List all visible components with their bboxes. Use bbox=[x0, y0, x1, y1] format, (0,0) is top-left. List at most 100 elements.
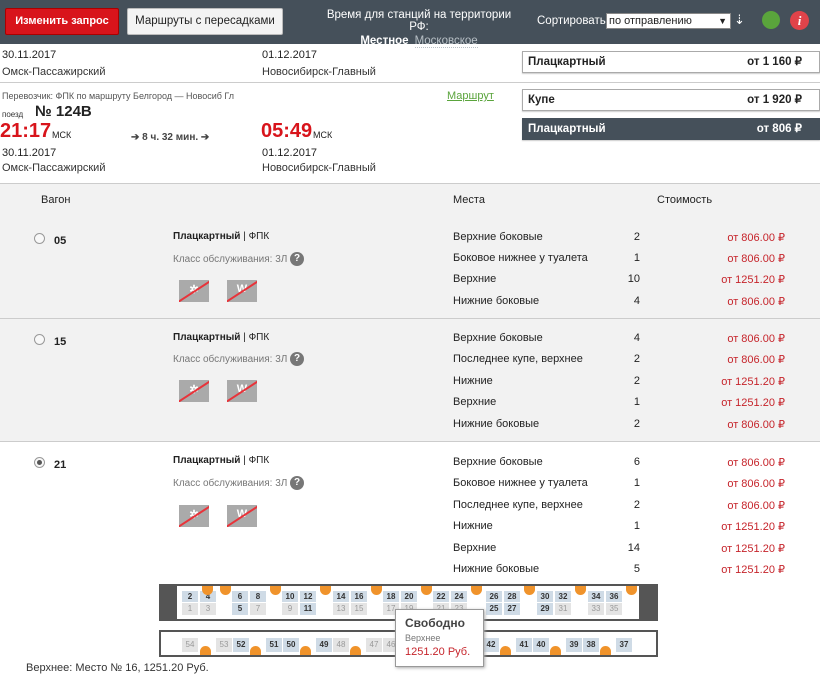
seat-count: 1 bbox=[633, 396, 640, 408]
seat-cell[interactable]: 24 bbox=[451, 591, 467, 602]
seat-cell[interactable]: 4 bbox=[200, 591, 216, 602]
arrival-time: 05:49 bbox=[261, 120, 313, 142]
seat-cell[interactable]: 20 bbox=[401, 591, 417, 602]
seat-cell[interactable]: 15 bbox=[351, 603, 367, 615]
seat-cell[interactable]: 49 bbox=[316, 638, 332, 652]
seat-count: 1 bbox=[633, 477, 640, 489]
no-smoking-icon: ✲ bbox=[179, 505, 209, 527]
seat-cell[interactable]: 31 bbox=[555, 603, 571, 615]
wagon-type-name: Плацкартный bbox=[173, 332, 241, 343]
seat-count: 2 bbox=[633, 499, 640, 511]
col-seats-header: Места bbox=[453, 194, 485, 206]
seat-cell[interactable]: 12 bbox=[300, 591, 316, 602]
seat-count: 2 bbox=[633, 353, 640, 365]
seat-cell[interactable]: 41 bbox=[516, 638, 532, 652]
divider bbox=[0, 82, 820, 83]
seat-tooltip: Свободно Верхнее 1251.20 Руб. bbox=[395, 609, 484, 667]
seat-cell[interactable]: 5 bbox=[232, 603, 248, 615]
wagon-carrier: | ФПК bbox=[240, 231, 270, 242]
service-class: Класс обслуживания: 3Л bbox=[173, 478, 288, 489]
change-request-button[interactable]: Изменить запрос bbox=[5, 8, 119, 35]
help-icon[interactable]: ? bbox=[290, 352, 304, 366]
seat-type: Верхние bbox=[453, 542, 497, 554]
no-smoking-icon: ✲ bbox=[179, 380, 209, 402]
wagon-type-name: Плацкартный bbox=[173, 455, 241, 466]
seat-cell[interactable]: 32 bbox=[555, 591, 571, 602]
seat-cell[interactable]: 14 bbox=[333, 591, 349, 602]
seat-cell[interactable]: 36 bbox=[606, 591, 622, 602]
seat-cell[interactable]: 53 bbox=[216, 638, 232, 652]
seat-cell[interactable]: 30 bbox=[537, 591, 553, 602]
table-icon bbox=[500, 646, 511, 655]
seat-cell[interactable]: 2 bbox=[182, 591, 198, 602]
seat-cell[interactable]: 10 bbox=[282, 591, 298, 602]
seat-cell[interactable]: 51 bbox=[266, 638, 282, 652]
car-end-block bbox=[161, 586, 177, 619]
seat-cell[interactable]: 11 bbox=[300, 603, 316, 615]
info-icon[interactable]: i bbox=[790, 11, 809, 30]
service-class: Класс обслуживания: 3Л bbox=[173, 354, 288, 365]
seat-cell[interactable]: 6 bbox=[232, 591, 248, 602]
timezone-moscow-link[interactable]: Московское bbox=[414, 35, 478, 48]
seat-count: 1 bbox=[633, 252, 640, 264]
leaf-icon[interactable] bbox=[762, 11, 780, 29]
seat-price: от 806.00 ₽ bbox=[727, 296, 785, 308]
seat-cell[interactable]: 50 bbox=[283, 638, 299, 652]
seat-cell[interactable]: 22 bbox=[433, 591, 449, 602]
seat-cell[interactable]: 42 bbox=[483, 638, 499, 652]
train2-dep-station: Омск-Пассажирский bbox=[2, 162, 106, 174]
seat-type: Последнее купе, верхнее bbox=[453, 353, 583, 365]
seat-cell[interactable]: 34 bbox=[588, 591, 604, 602]
seat-cell[interactable]: 40 bbox=[533, 638, 549, 652]
no-wc-icon: W bbox=[227, 505, 257, 527]
seat-cell[interactable]: 37 bbox=[616, 638, 632, 652]
train2-price-platskart[interactable]: Плацкартный от 806 ₽ bbox=[522, 118, 820, 140]
seat-cell[interactable]: 25 bbox=[486, 603, 502, 615]
route-link[interactable]: Маршрут bbox=[447, 90, 494, 102]
seat-price: от 806.00 ₽ bbox=[727, 500, 785, 512]
wagon-21-radio[interactable] bbox=[34, 457, 45, 468]
seat-cell[interactable]: 1 bbox=[182, 603, 198, 615]
train1-price-platskart[interactable]: Плацкартный от 1 160 ₽ bbox=[522, 51, 820, 73]
wagon-05-radio[interactable] bbox=[34, 233, 45, 244]
wagon-15-radio[interactable] bbox=[34, 334, 45, 345]
seat-cell[interactable]: 28 bbox=[504, 591, 520, 602]
transfer-routes-button[interactable]: Маршруты с пересадками bbox=[127, 8, 283, 35]
train2-price-kupe[interactable]: Купе от 1 920 ₽ bbox=[522, 89, 820, 111]
seat-cell[interactable]: 7 bbox=[250, 603, 266, 615]
sort-direction-icon[interactable]: ⇣ bbox=[734, 12, 745, 27]
seat-cell[interactable]: 13 bbox=[333, 603, 349, 615]
wagon-type: Плацкартный | ФПК bbox=[173, 455, 269, 466]
table-icon bbox=[471, 586, 482, 595]
arrival-tz: МСК bbox=[313, 130, 333, 140]
top-toolbar: Изменить запрос Маршруты с пересадками В… bbox=[0, 0, 820, 48]
seat-price: от 1251.20 ₽ bbox=[721, 274, 785, 286]
help-icon[interactable]: ? bbox=[290, 252, 304, 266]
seat-cell[interactable]: 16 bbox=[351, 591, 367, 602]
seat-cell[interactable]: 54 bbox=[182, 638, 198, 652]
seat-cell[interactable]: 27 bbox=[504, 603, 520, 615]
seat-cell[interactable]: 9 bbox=[282, 603, 298, 615]
seat-cell[interactable]: 33 bbox=[588, 603, 604, 615]
seat-cell[interactable]: 3 bbox=[200, 603, 216, 615]
seat-price: от 1251.20 ₽ bbox=[721, 397, 785, 409]
seat-cell[interactable]: 35 bbox=[606, 603, 622, 615]
price-value: от 806 ₽ bbox=[756, 123, 802, 135]
timezone-local-link[interactable]: Местное bbox=[360, 35, 409, 48]
seat-cell[interactable]: 52 bbox=[233, 638, 249, 652]
price-class-label: Плацкартный bbox=[528, 56, 606, 68]
seat-cell[interactable]: 47 bbox=[366, 638, 382, 652]
seat-cell[interactable]: 18 bbox=[383, 591, 399, 602]
help-icon[interactable]: ? bbox=[290, 476, 304, 490]
seat-cell[interactable]: 26 bbox=[486, 591, 502, 602]
seat-cell[interactable]: 38 bbox=[583, 638, 599, 652]
seat-price: от 1251.20 ₽ bbox=[721, 543, 785, 555]
sort-select[interactable]: по отправлению ▼ bbox=[606, 13, 731, 29]
seat-cell[interactable]: 8 bbox=[250, 591, 266, 602]
seat-cell[interactable]: 29 bbox=[537, 603, 553, 615]
seat-cell[interactable]: 39 bbox=[566, 638, 582, 652]
wagon-type-name: Плацкартный bbox=[173, 231, 241, 242]
seat-cell[interactable]: 48 bbox=[333, 638, 349, 652]
table-icon bbox=[220, 586, 231, 595]
seat-type: Последнее купе, верхнее bbox=[453, 499, 583, 511]
